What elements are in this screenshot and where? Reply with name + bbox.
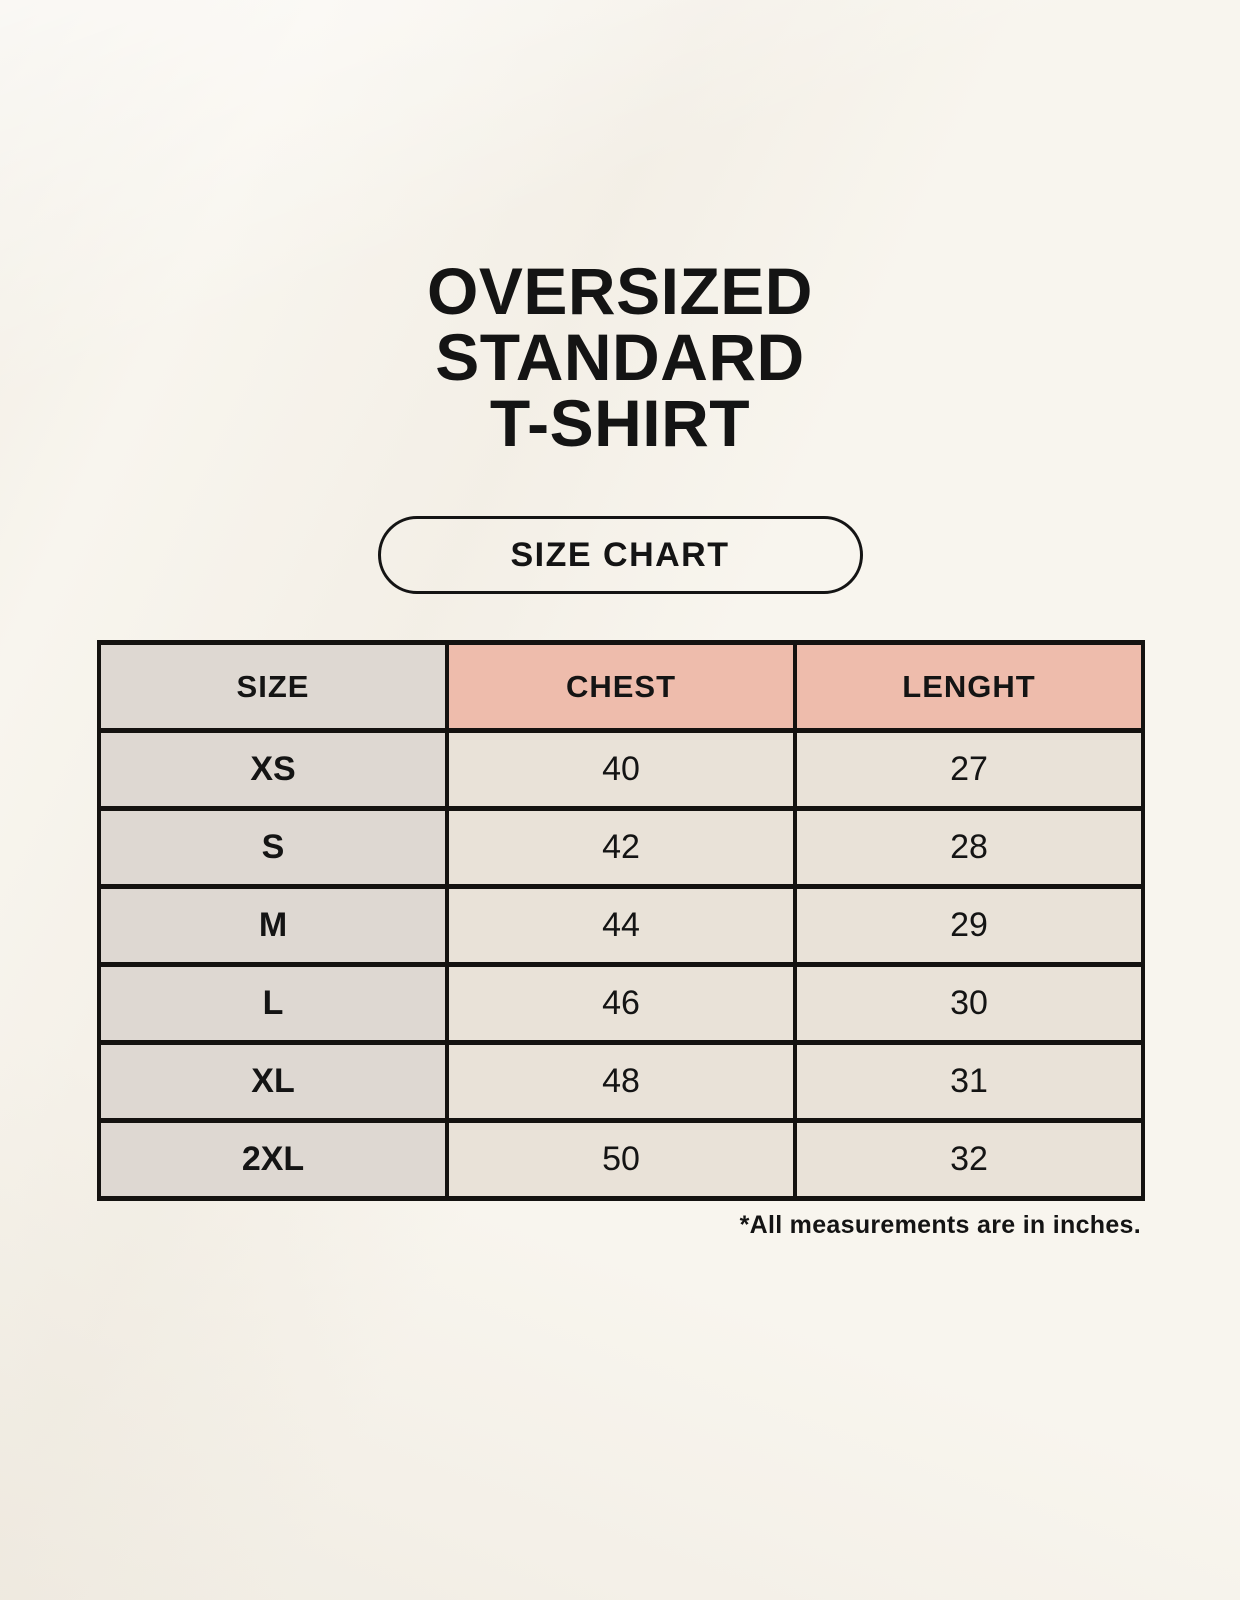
column-header-chest: CHEST	[445, 640, 797, 733]
length-cell: 30	[793, 962, 1145, 1045]
length-cell: 28	[793, 806, 1145, 889]
product-title-line-3: T-SHIRT	[489, 386, 751, 460]
chest-cell: 46	[445, 962, 797, 1045]
size-chart-badge-label: SIZE CHART	[510, 535, 730, 574]
table-row: XS 40 27	[97, 728, 1145, 811]
product-title: OVERSIZED STANDARD T-SHIRT	[0, 0, 1240, 456]
column-header-size: SIZE	[97, 640, 449, 733]
table-row: L 46 30	[97, 962, 1145, 1045]
table-row: S 42 28	[97, 806, 1145, 889]
length-cell: 27	[793, 728, 1145, 811]
measurements-footnote: *All measurements are in inches.	[739, 1211, 1141, 1239]
length-cell: 32	[793, 1118, 1145, 1201]
length-cell: 29	[793, 884, 1145, 967]
table-row: XL 48 31	[97, 1040, 1145, 1123]
chest-cell: 42	[445, 806, 797, 889]
chest-cell: 40	[445, 728, 797, 811]
table-row: M 44 29	[97, 884, 1145, 967]
size-cell: M	[97, 884, 449, 967]
chest-cell: 50	[445, 1118, 797, 1201]
size-chart-table: SIZE CHEST LENGHT XS 40 27 S 42 28 M 44 …	[97, 640, 1145, 1201]
chest-cell: 44	[445, 884, 797, 967]
product-title-line-2: STANDARD	[435, 320, 805, 394]
table-row: 2XL 50 32	[97, 1118, 1145, 1201]
chest-cell: 48	[445, 1040, 797, 1123]
size-cell: XL	[97, 1040, 449, 1123]
size-cell: L	[97, 962, 449, 1045]
size-cell: S	[97, 806, 449, 889]
size-cell: 2XL	[97, 1118, 449, 1201]
size-chart-badge: SIZE CHART	[377, 516, 863, 594]
column-header-length: LENGHT	[793, 640, 1145, 733]
table-header-row: SIZE CHEST LENGHT	[97, 640, 1145, 733]
length-cell: 31	[793, 1040, 1145, 1123]
size-cell: XS	[97, 728, 449, 811]
product-title-line-1: OVERSIZED	[427, 254, 813, 328]
